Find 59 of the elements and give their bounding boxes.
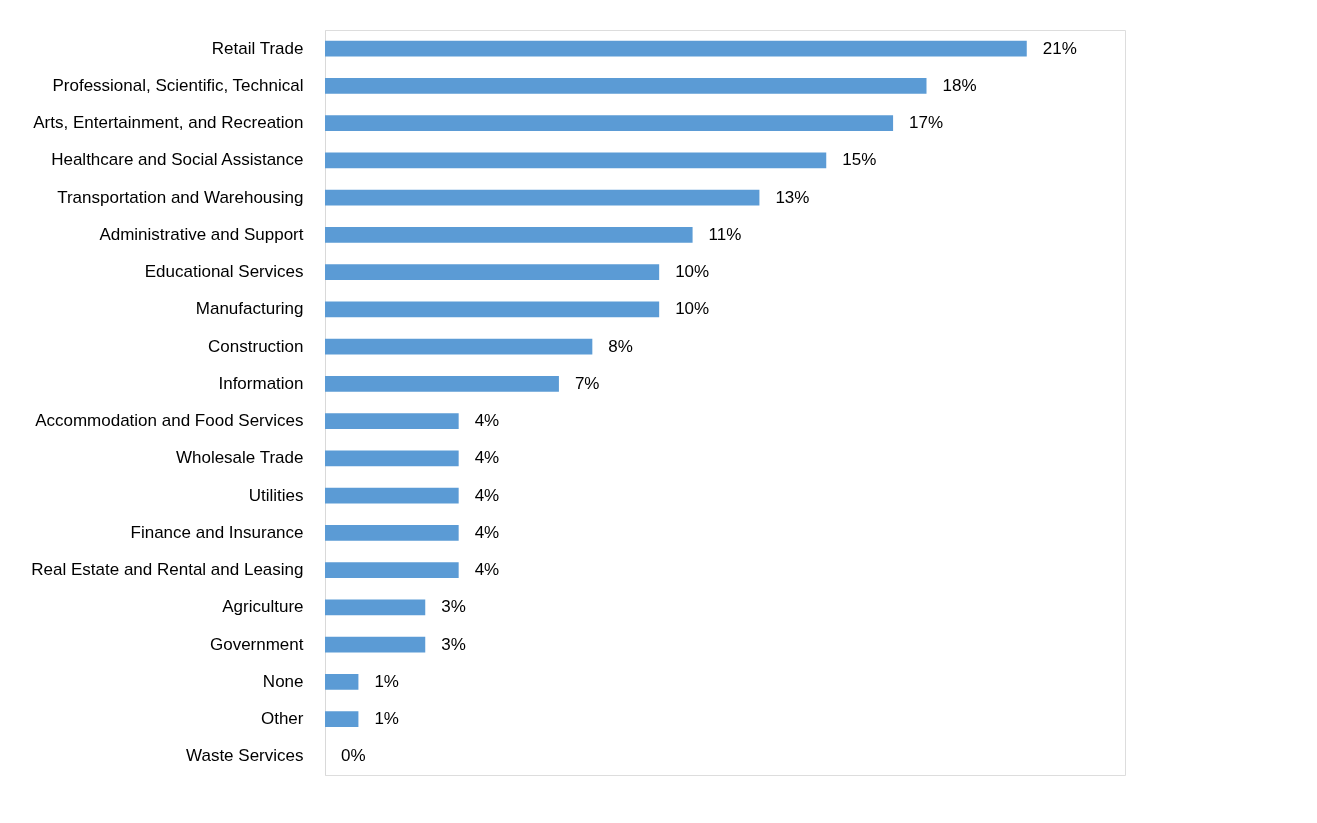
bar: [325, 152, 827, 169]
data-label: 13%: [775, 187, 810, 207]
data-label: 7%: [574, 373, 600, 393]
y-tick-label: Finance and Insurance: [130, 522, 304, 542]
bar: [325, 376, 559, 392]
data-label: 4%: [474, 448, 500, 468]
data-label: 8%: [608, 336, 633, 356]
bar: [325, 562, 459, 578]
y-tick-label: Construction: [208, 336, 304, 356]
data-label: 1%: [374, 671, 399, 691]
data-label: 18%: [942, 75, 977, 95]
y-tick-label: Retail Trade: [211, 38, 304, 58]
y-tick-label: Educational Services: [144, 262, 304, 282]
data-label: 17%: [909, 113, 944, 133]
data-label: 4%: [474, 560, 500, 580]
bar: [325, 301, 660, 318]
data-label: 21%: [1042, 38, 1077, 58]
bar: [325, 227, 693, 243]
y-tick-label: Transportation and Warehousing: [57, 187, 304, 207]
bar: [325, 115, 894, 131]
data-label: 10%: [675, 262, 710, 282]
data-label: 3%: [441, 597, 466, 617]
y-tick-label: Information: [218, 373, 304, 393]
y-tick-label: Agriculture: [222, 597, 304, 617]
bar: [325, 636, 426, 653]
data-label: 3%: [441, 634, 466, 654]
bar: [325, 450, 459, 467]
y-tick-label: Other: [260, 709, 304, 729]
bar: [325, 711, 359, 727]
y-tick-label: Administrative and Support: [99, 224, 304, 244]
y-tick-label: None: [262, 671, 304, 691]
bar: [325, 487, 459, 504]
bar: [325, 599, 426, 616]
y-tick-label: Waste Services: [186, 746, 304, 766]
y-tick-label: Wholesale Trade: [175, 448, 304, 468]
y-tick-label: Healthcare and Social Assistance: [51, 150, 304, 170]
data-label: 4%: [474, 522, 500, 542]
bar: [325, 674, 359, 690]
y-tick-label: Professional, Scientific, Technical: [52, 75, 304, 95]
bar: [325, 413, 459, 429]
data-label: 4%: [474, 485, 500, 505]
bar: [325, 78, 927, 94]
data-label: 11%: [708, 224, 742, 244]
data-label: 4%: [474, 411, 500, 431]
bar: [325, 40, 1027, 57]
bar: [325, 264, 660, 280]
y-tick-label: Real Estate and Rental and Leasing: [31, 560, 304, 580]
bar: [325, 189, 760, 206]
y-tick-label: Manufacturing: [195, 299, 304, 319]
y-tick-label: Accommodation and Food Services: [35, 411, 304, 431]
data-label: 1%: [374, 709, 399, 729]
bar: [325, 338, 593, 355]
bar: [325, 525, 459, 541]
data-label: 10%: [675, 299, 710, 319]
y-tick-label: Government: [209, 634, 304, 654]
data-label: 0%: [341, 746, 366, 766]
y-tick-label: Arts, Entertainment, and Recreation: [33, 113, 304, 133]
y-tick-label: Utilities: [248, 485, 304, 505]
data-label: 15%: [842, 150, 877, 170]
